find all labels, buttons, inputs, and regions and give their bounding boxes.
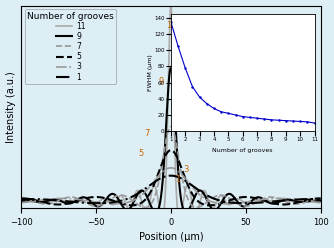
Text: 9: 9 [159,77,164,86]
Text: 3: 3 [183,164,188,174]
Text: 7: 7 [144,129,149,138]
Legend: 11, 9, 7, 5, 3, 1: 11, 9, 7, 5, 3, 1 [25,9,116,84]
Text: 11: 11 [166,21,176,31]
Text: 1: 1 [175,175,181,184]
Text: 5: 5 [138,149,143,158]
Y-axis label: Intensity (a.u.): Intensity (a.u.) [6,71,16,143]
X-axis label: Position (μm): Position (μm) [139,232,203,243]
